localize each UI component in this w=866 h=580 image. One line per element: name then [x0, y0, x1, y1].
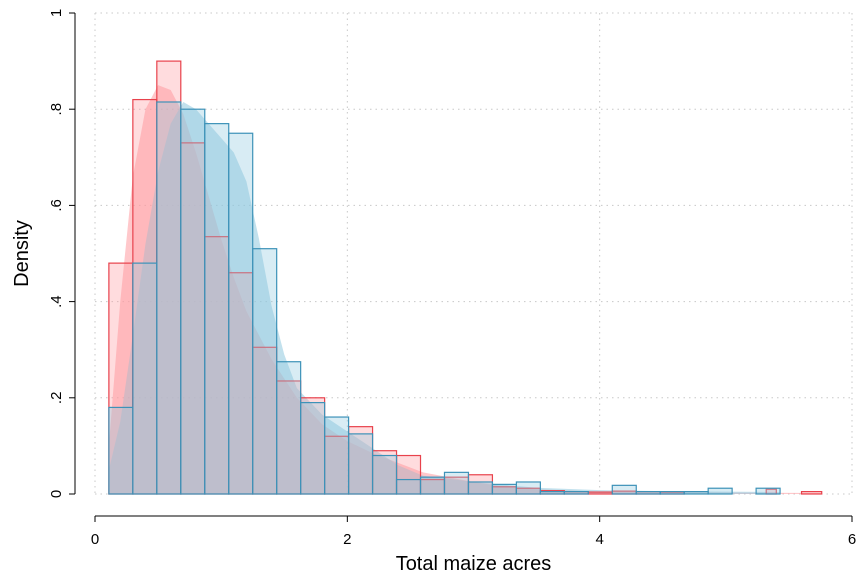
histogram-bar-series-2: [108, 406, 134, 495]
histogram-bar-series-2: [563, 490, 589, 495]
histogram-bar-series-2: [324, 416, 350, 495]
histogram-bar-series-2: [132, 262, 158, 495]
y-tick-label: 0: [48, 490, 65, 498]
histogram-bar-series-1: [800, 490, 823, 495]
histogram-bar-series-2: [419, 476, 446, 495]
histogram-bar-series-2: [395, 478, 422, 495]
y-axis-title: Density: [11, 220, 33, 287]
histogram-bar-series-1: [587, 491, 613, 495]
histogram-bar-series-2: [371, 454, 398, 495]
x-axis-title: Total maize acres: [396, 553, 552, 575]
histogram-bar-series-2: [707, 487, 733, 495]
y-tick-label: .2: [48, 392, 65, 405]
histogram-bar-series-2: [228, 132, 254, 495]
y-tick-label: .6: [48, 199, 65, 212]
histogram-bar-series-2: [204, 123, 230, 495]
histogram-bar-series-2: [300, 402, 326, 495]
axes: [74, 13, 852, 517]
x-tick-label: 0: [91, 531, 99, 548]
histogram-bar-series-2: [515, 481, 541, 495]
histogram-bar-series-2: [467, 481, 494, 495]
histogram-bar-series-2: [347, 433, 374, 495]
histogram-bar-series-2: [611, 484, 637, 495]
histogram-bar-series-2: [180, 108, 206, 495]
histogram-bar-series-2: [635, 490, 661, 495]
x-tick-label: 4: [595, 531, 603, 548]
y-tick-label: 1: [48, 9, 65, 17]
histogram-bar-series-2: [252, 248, 278, 495]
histogram-bar-series-2: [683, 490, 709, 495]
y-tick-label: .8: [48, 103, 65, 116]
histogram-bar-series-2: [156, 101, 182, 495]
histogram-bars: [108, 60, 823, 495]
histogram-bar-series-2: [755, 487, 781, 495]
x-tick-label: 6: [848, 531, 856, 548]
histogram-bar-series-2: [491, 483, 517, 495]
y-tick-label: .4: [48, 295, 65, 308]
histogram-bar-series-2: [659, 490, 685, 495]
histogram-bar-series-2: [539, 490, 565, 495]
axis-ticks: 0 2 4 6 0 .2 .4 .6 .8 1: [48, 9, 856, 548]
histogram-bar-series-2: [443, 471, 470, 495]
x-tick-label: 2: [343, 531, 351, 548]
histogram-bar-series-2: [276, 361, 302, 495]
